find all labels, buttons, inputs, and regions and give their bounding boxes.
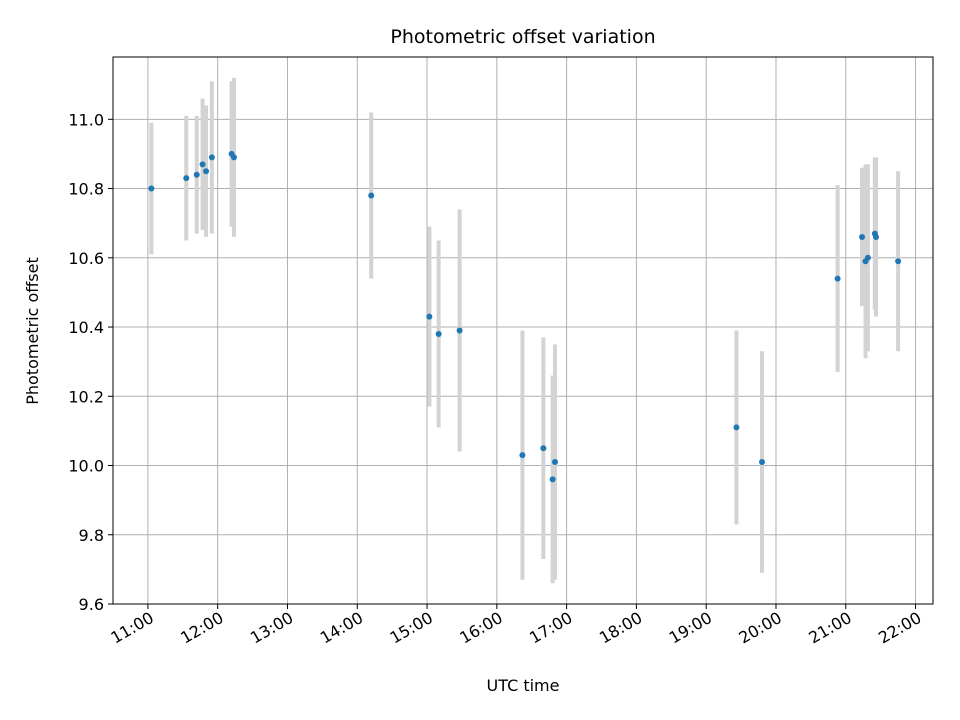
x-axis-title: UTC time [487,676,560,695]
data-point [733,424,740,431]
data-point [895,258,902,265]
y-tick-label: 10.4 [68,318,104,337]
x-tick-label: 22:00 [875,608,924,648]
y-tick-label: 9.6 [79,595,104,614]
x-tick-label: 15:00 [387,608,436,648]
data-point [873,234,880,241]
data-point [148,185,155,192]
x-tick-label: 17:00 [526,608,575,648]
data-point [426,313,433,320]
data-point [549,476,556,483]
plot-frame [112,56,934,605]
x-tick-label: 19:00 [666,608,715,648]
x-tick-label: 21:00 [805,608,854,648]
x-tick-label: 12:00 [177,608,226,648]
y-tick-label: 10.6 [68,249,104,268]
data-points [148,150,902,483]
x-tick-label: 18:00 [596,608,645,648]
x-axis: 11:00 12:00 13:00 14:00 15:00 16:00 17:00 18:00… [107,604,925,648]
data-point [540,445,547,452]
data-point [834,275,841,282]
x-tick-label: 14:00 [317,608,366,648]
data-point [759,459,766,466]
data-point [435,330,442,337]
data-point [199,161,206,168]
data-point [456,327,463,334]
data-point [193,171,200,178]
y-tick-label: 10.0 [68,457,104,476]
y-tick-label: 9.8 [79,526,104,545]
data-point [203,168,210,175]
data-point [183,175,190,182]
x-tick-label: 16:00 [456,608,505,648]
chart-title: Photometric offset variation [390,26,655,48]
y-axis-title: Photometric offset [23,257,42,405]
data-point [368,192,375,199]
y-tick-label: 10.8 [68,180,104,199]
data-point [230,154,237,161]
data-point [864,254,871,261]
data-point [551,459,558,466]
y-tick-label: 10.2 [68,387,104,406]
y-tick-label: 11.0 [68,110,104,129]
data-point [859,234,866,241]
x-tick-label: 20:00 [736,608,785,648]
x-tick-label: 13:00 [247,608,296,648]
data-point [208,154,215,161]
data-point [519,452,526,459]
y-axis: 9.6 9.8 10.0 10.2 10.4 10.6 10.8 11.0 [68,110,113,614]
x-tick-label: 11:00 [107,608,156,648]
